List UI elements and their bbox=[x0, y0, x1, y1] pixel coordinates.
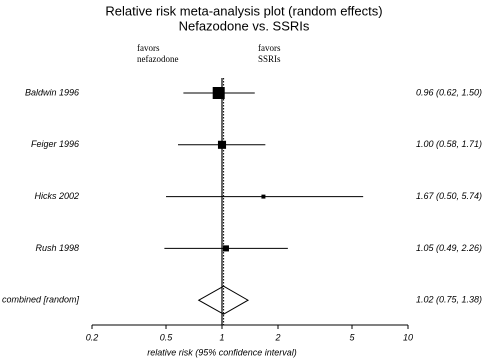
x-axis-label: relative risk (95% confidence interval) bbox=[147, 347, 297, 357]
study-label: Feiger 1996 bbox=[31, 139, 79, 149]
x-tick-label: 5 bbox=[350, 332, 356, 342]
annotation: favors bbox=[258, 43, 281, 53]
value-label: 1.00 (0.58, 1.71) bbox=[416, 139, 482, 149]
annotation: favors bbox=[137, 43, 160, 53]
study-box bbox=[261, 194, 266, 199]
study-label: Baldwin 1996 bbox=[25, 87, 79, 97]
x-tick-label: 10 bbox=[403, 332, 413, 342]
x-tick-label: 1 bbox=[219, 332, 224, 342]
study-label: combined [random] bbox=[2, 295, 80, 305]
study-box bbox=[222, 245, 229, 252]
value-label: 0.96 (0.62, 1.50) bbox=[416, 87, 482, 97]
value-label: 1.02 (0.75, 1.38) bbox=[416, 295, 482, 305]
pooled-diamond bbox=[197, 285, 250, 315]
annotation: nefazodone bbox=[137, 54, 178, 64]
study-box bbox=[212, 87, 225, 99]
chart-title: Relative risk meta-analysis plot (random… bbox=[105, 3, 382, 18]
chart-subtitle: Nefazodone vs. SSRIs bbox=[179, 18, 310, 33]
study-box bbox=[217, 140, 227, 149]
study-label: Hicks 2002 bbox=[34, 191, 79, 201]
x-tick-label: 0.5 bbox=[160, 332, 174, 342]
study-label: Rush 1998 bbox=[35, 243, 79, 253]
x-tick-label: 2 bbox=[274, 332, 280, 342]
value-label: 1.67 (0.50, 5.74) bbox=[416, 191, 482, 201]
annotation: SSRIs bbox=[258, 54, 281, 64]
x-tick-label: 0.2 bbox=[86, 332, 99, 342]
value-label: 1.05 (0.49, 2.26) bbox=[416, 243, 482, 253]
